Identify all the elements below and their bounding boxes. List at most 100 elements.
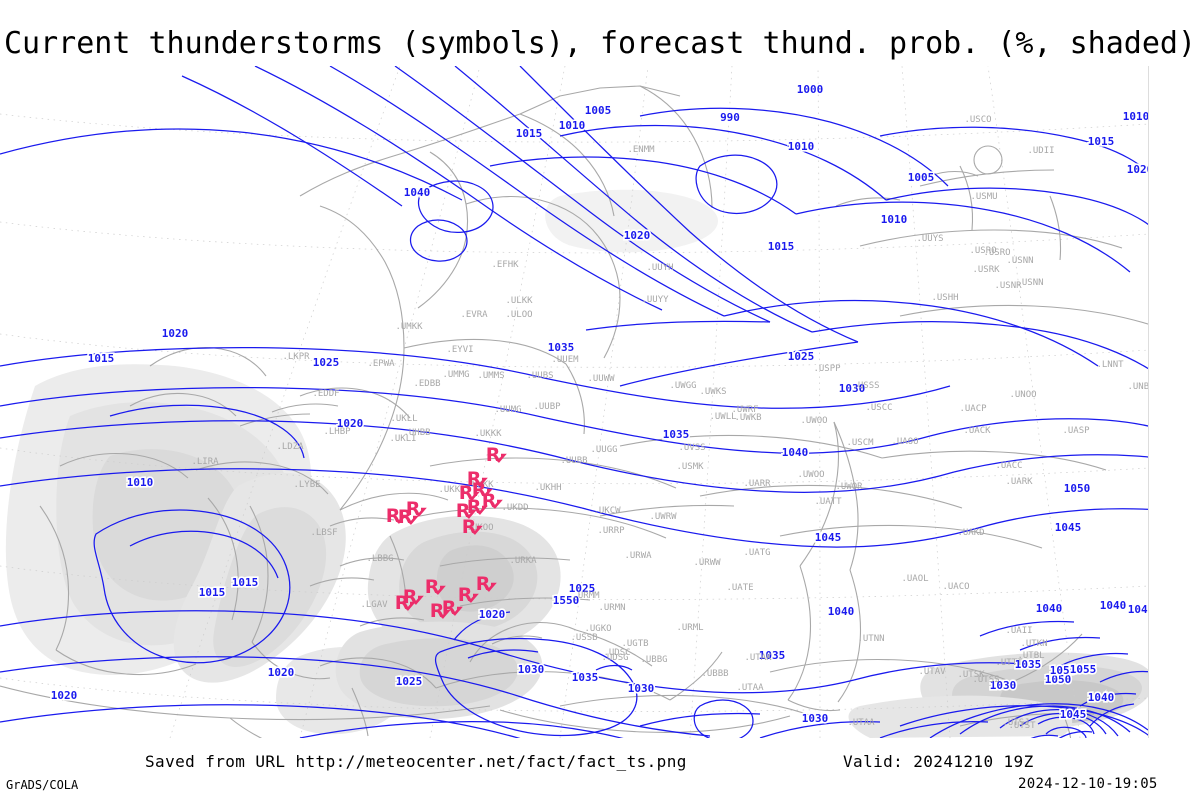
isobar-label: 1035 bbox=[663, 428, 690, 441]
station-label: .EYVI bbox=[446, 345, 473, 355]
thunderstorm-symbol[interactable]: R bbox=[462, 516, 483, 538]
station-label: .UAKD bbox=[957, 528, 984, 538]
isobar-label: 1015 bbox=[1088, 135, 1115, 148]
station-label: .UWRF bbox=[731, 405, 758, 415]
station-label: .USSS bbox=[852, 381, 879, 391]
isobar-label: 1050 bbox=[1064, 482, 1091, 495]
thunderstorm-symbol[interactable]: R bbox=[467, 496, 488, 518]
isobar-label: 1040 bbox=[1036, 602, 1063, 615]
isobar-label: 1055 bbox=[1050, 664, 1077, 677]
isobar-label: 1040 bbox=[1088, 691, 1115, 704]
thunderstorm-symbol[interactable]: R bbox=[406, 498, 427, 520]
station-label: .ULKK bbox=[505, 296, 533, 306]
thunderstorm-symbol[interactable]: R bbox=[425, 576, 446, 598]
weather-map[interactable]: 990 1000 1005 1005 1010 1010 1010 1010 1010 1015 1… bbox=[0, 66, 1200, 738]
station-label: .UUBB bbox=[560, 456, 587, 466]
thunderstorm-glyph: R bbox=[406, 498, 421, 520]
station-label: .EPWA bbox=[367, 359, 395, 369]
station-label: .URRP bbox=[597, 526, 625, 536]
thunderstorm-symbol[interactable]: R bbox=[467, 468, 488, 490]
thunderstorm-glyph: R bbox=[467, 468, 482, 490]
thunderstorm-glyph: R bbox=[462, 516, 477, 538]
station-label: .UWLL bbox=[709, 412, 736, 422]
thunderstorm-glyph: R bbox=[398, 506, 413, 528]
station-label: .UUGG bbox=[590, 445, 617, 455]
isobar-label: 1015 bbox=[516, 127, 543, 140]
thunderstorm-symbol[interactable]: R bbox=[395, 592, 416, 614]
thunderstorm-tail bbox=[478, 477, 488, 487]
thunderstorm-glyph: R bbox=[456, 500, 471, 522]
isobar-label: 1045 bbox=[1128, 603, 1155, 616]
isobar-label: 1010 bbox=[127, 476, 154, 489]
thunderstorm-tail bbox=[478, 505, 488, 515]
station-label: .UATE bbox=[726, 583, 753, 593]
thunderstorm-tail bbox=[497, 453, 507, 463]
station-label: .UWKS bbox=[699, 387, 726, 397]
station-label: .UBBG bbox=[640, 655, 667, 665]
station-label: .UDSC bbox=[603, 648, 630, 658]
station-label: .UKHH bbox=[534, 483, 561, 493]
station-label: .UMMG bbox=[442, 370, 469, 380]
station-label: .ENMM bbox=[627, 145, 655, 155]
isobar-label: 1015 bbox=[88, 352, 115, 365]
thunderstorm-symbol[interactable]: R bbox=[456, 500, 477, 522]
station-label: .UUYS bbox=[916, 234, 943, 244]
thunderstorm-tail bbox=[453, 606, 463, 616]
station-label: .UKDD bbox=[501, 503, 528, 513]
isobar-label: 1035 bbox=[759, 649, 786, 662]
isobar-label: 1005 bbox=[908, 171, 935, 184]
station-label: .UTAA bbox=[736, 683, 764, 693]
thunderstorm-symbol[interactable]: R bbox=[458, 584, 479, 606]
isobar-label: 1030 bbox=[802, 712, 829, 725]
thunderstorm-glyph: R bbox=[467, 496, 482, 518]
station-label: .USRO bbox=[969, 246, 996, 256]
station-label: .UUBS bbox=[526, 371, 553, 381]
station-label: .URMN bbox=[598, 603, 625, 613]
thunderstorm-glyph: R bbox=[459, 482, 474, 504]
isobar-label: 1020 bbox=[51, 689, 78, 702]
station-label: .UDSG bbox=[601, 653, 628, 663]
station-label: .UTST bbox=[1008, 721, 1036, 731]
station-label: .UARR bbox=[743, 479, 771, 489]
station-label: .UUMG bbox=[494, 405, 521, 415]
isobar-label: 1025 bbox=[788, 350, 815, 363]
thunderstorm-tail bbox=[473, 525, 483, 535]
thunderstorm-symbol[interactable]: R bbox=[476, 573, 497, 595]
isobar-label: 1010 bbox=[559, 119, 586, 132]
station-label: .UUYY bbox=[641, 295, 669, 305]
isobar-label: 1040 bbox=[828, 605, 855, 618]
thunderstorm-symbol[interactable]: R bbox=[430, 600, 451, 622]
thunderstorm-tail bbox=[470, 491, 480, 501]
station-label: .UWOR bbox=[835, 482, 863, 492]
station-label: .UKLL bbox=[390, 414, 417, 424]
station-label: .UATG bbox=[743, 548, 770, 558]
station-label: .UAOL bbox=[901, 574, 928, 584]
station-label: .USNR bbox=[994, 281, 1022, 291]
isobar-label: 1020 bbox=[162, 327, 189, 340]
thunderstorm-symbol[interactable]: R bbox=[398, 506, 419, 528]
isobar-label: 1010 bbox=[1123, 110, 1150, 123]
station-label: .ULOO bbox=[505, 310, 532, 320]
station-label: .UTKN bbox=[1020, 639, 1047, 649]
generation-timestamp: 2024-12-10-19:05 bbox=[1018, 776, 1158, 792]
thunderstorm-glyph: R bbox=[486, 444, 501, 466]
thunderstorm-symbol[interactable]: R bbox=[472, 479, 493, 501]
thunderstorm-symbol[interactable]: R bbox=[442, 597, 463, 619]
station-label: .UATT bbox=[814, 497, 842, 507]
thunderstorm-glyph: R bbox=[442, 597, 457, 619]
thunderstorm-symbol[interactable]: R bbox=[459, 482, 480, 504]
thunderstorm-symbol[interactable]: R bbox=[486, 444, 507, 466]
isobar-label: 1030 bbox=[990, 679, 1017, 692]
thunderstorm-symbol[interactable]: R bbox=[386, 505, 407, 527]
station-label: .UUYH bbox=[646, 263, 673, 273]
station-label: .UTSJ bbox=[1002, 718, 1029, 728]
isobar-label: 1015 bbox=[768, 240, 795, 253]
station-label: .USRK bbox=[972, 265, 1000, 275]
map-canvas[interactable]: 990 1000 1005 1005 1010 1010 1010 1010 1010 1015 1… bbox=[0, 66, 1200, 738]
station-label: .UWOO bbox=[797, 470, 824, 480]
station-label: .EVRA bbox=[460, 310, 488, 320]
isobars bbox=[0, 66, 1149, 738]
thunderstorm-symbol[interactable]: R bbox=[403, 586, 424, 608]
isobar-label: 1005 bbox=[585, 104, 612, 117]
